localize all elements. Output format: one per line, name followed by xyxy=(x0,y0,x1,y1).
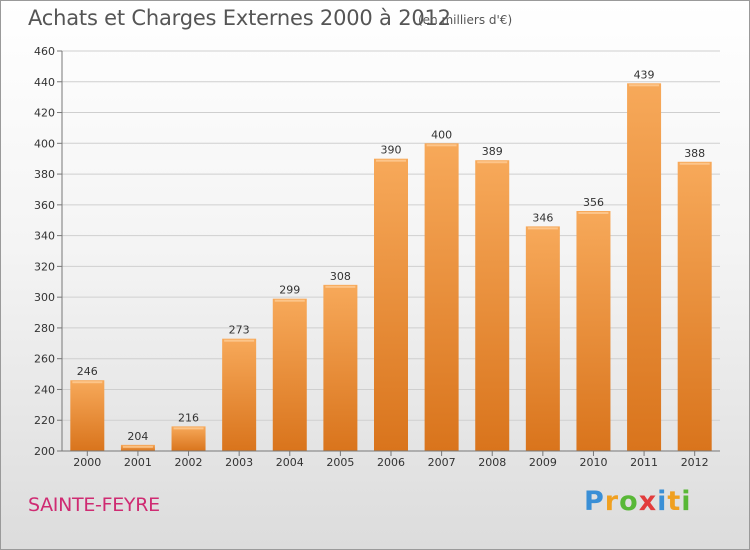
bar xyxy=(475,160,510,451)
y-tick-label: 220 xyxy=(34,414,55,427)
x-tick-label: 2002 xyxy=(175,456,203,469)
y-tick-label: 380 xyxy=(34,168,55,181)
bar-highlight xyxy=(325,285,356,288)
data-label: 204 xyxy=(127,430,148,443)
bar xyxy=(525,226,560,451)
x-tick-label: 2009 xyxy=(529,456,557,469)
bar-highlight xyxy=(477,161,508,164)
bar-highlight xyxy=(122,445,153,448)
bar-highlight xyxy=(173,427,204,430)
logo-letter: i xyxy=(657,486,668,517)
y-tick-label: 280 xyxy=(34,322,55,335)
x-tick-label: 2012 xyxy=(681,456,709,469)
data-label: 216 xyxy=(178,411,199,424)
x-tick-label: 2000 xyxy=(73,456,101,469)
x-tick-label: 2001 xyxy=(124,456,152,469)
logo-letter: x xyxy=(638,486,658,517)
x-tick-label: 2011 xyxy=(630,456,658,469)
logo-letter: i xyxy=(681,486,692,517)
data-label: 388 xyxy=(684,147,705,160)
data-label: 390 xyxy=(381,144,402,157)
commune-name: SAINTE-FEYRE xyxy=(28,494,160,516)
logo-letter: t xyxy=(667,486,682,517)
x-tick-label: 2003 xyxy=(225,456,253,469)
x-tick-label: 2005 xyxy=(326,456,354,469)
bar-highlight xyxy=(376,159,406,162)
data-label: 439 xyxy=(634,68,655,81)
x-tick-label: 2006 xyxy=(377,456,405,469)
bar-highlight xyxy=(578,212,609,214)
x-tick-label: 2008 xyxy=(478,456,506,469)
bar-highlight xyxy=(629,84,660,87)
data-label: 299 xyxy=(279,284,300,297)
logo-letter: P xyxy=(584,486,605,517)
y-tick-label: 240 xyxy=(34,383,55,396)
y-tick-label: 460 xyxy=(34,45,55,58)
y-tick-label: 320 xyxy=(34,260,55,273)
logo-letter: r xyxy=(604,486,620,517)
logo-letter: o xyxy=(619,486,639,517)
data-label: 273 xyxy=(229,324,250,337)
bar xyxy=(323,284,358,451)
y-tick-label: 340 xyxy=(34,230,55,243)
y-tick-label: 300 xyxy=(34,291,55,304)
data-label: 356 xyxy=(583,196,604,209)
bar xyxy=(171,426,206,451)
bar xyxy=(677,161,712,451)
y-tick-label: 420 xyxy=(34,107,55,120)
bar-highlight xyxy=(426,144,457,147)
data-label: 400 xyxy=(431,128,452,141)
y-tick-label: 360 xyxy=(34,199,55,212)
y-tick-label: 200 xyxy=(34,445,55,458)
bar xyxy=(272,298,307,451)
data-label: 389 xyxy=(482,145,503,158)
data-label: 308 xyxy=(330,270,351,283)
x-tick-label: 2010 xyxy=(579,456,607,469)
bar-highlight xyxy=(274,299,305,302)
y-tick-label: 440 xyxy=(34,76,55,89)
bar xyxy=(70,380,105,451)
y-tick-label: 400 xyxy=(34,137,55,150)
bar xyxy=(576,211,611,451)
bar xyxy=(424,143,459,452)
proxiti-logo: Proxiti xyxy=(584,486,692,517)
data-label: 246 xyxy=(77,365,98,378)
bar-highlight xyxy=(224,339,255,342)
bar-highlight xyxy=(72,381,103,384)
x-tick-label: 2007 xyxy=(428,456,456,469)
unit-note: (en milliers d'€) xyxy=(418,13,513,27)
x-tick-label: 2004 xyxy=(276,456,304,469)
chart-title: Achats et Charges Externes 2000 à 2012 xyxy=(28,6,451,30)
bar xyxy=(120,444,155,451)
bar-highlight xyxy=(527,227,558,230)
bar-highlight xyxy=(679,162,710,165)
y-tick-label: 260 xyxy=(34,353,55,366)
data-label: 346 xyxy=(532,211,553,224)
bar xyxy=(627,83,662,452)
bar xyxy=(222,338,257,451)
bar xyxy=(374,158,408,451)
